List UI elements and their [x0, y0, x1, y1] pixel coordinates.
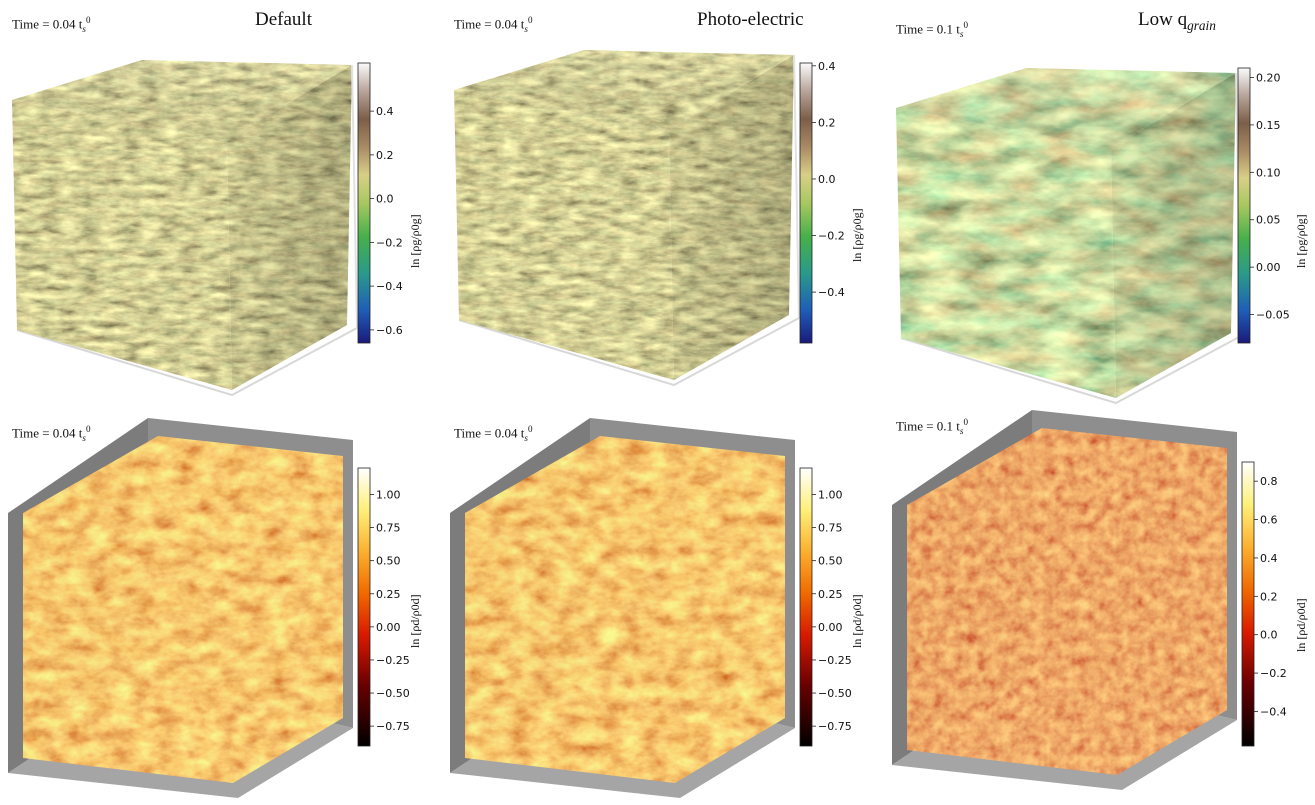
colorbar-tick-label: 1.00 [818, 488, 843, 501]
colorbar-tick-label: 0.2 [376, 149, 394, 162]
cube-top-shade [454, 50, 794, 130]
panel-3: −0.75 −0.50 −0.25 0.00 0.25 0.50 0.75 1.00 [8, 418, 410, 798]
colorbar-tick-label: 0.4 [376, 105, 394, 118]
colorbar-tick-label: −0.2 [376, 236, 403, 249]
colorbar-tick-label: 0.75 [376, 522, 401, 535]
colorbar-tick-label: 0.05 [1256, 214, 1281, 227]
colorbar-tick-label: 0.25 [818, 588, 843, 601]
colorbar-tick-label: 0.4 [818, 60, 836, 73]
colorbar-tick-label: −0.2 [818, 230, 845, 243]
colorbar-tick-label: 0.15 [1256, 119, 1281, 132]
dust-volume [907, 428, 1227, 775]
colorbar-tick-label: 0.0 [376, 193, 394, 206]
pane-edge [458, 317, 800, 387]
colorbar-5 [1241, 461, 1255, 747]
cube-right-shade [1111, 73, 1236, 398]
colorbar-1 [799, 62, 813, 344]
colorbar-tick-label: 0.0 [1260, 629, 1278, 642]
time-label-bottom-lowq: Time = 0.1 ts0 [896, 417, 969, 436]
colorbar-tick-label: −0.4 [376, 280, 403, 293]
colorbar-tick-label: 0.6 [1260, 514, 1278, 527]
colorbar-0 [357, 62, 371, 344]
title-photo-electric: Photo-electric [697, 9, 804, 30]
cube-top-shade [896, 68, 1236, 148]
colorbar-tick-label: 0.75 [818, 522, 843, 535]
colorbar-tick-label: −0.4 [1260, 705, 1287, 718]
colorbar-tick-label: −0.75 [818, 720, 852, 733]
pane-edge [16, 327, 358, 397]
colorbar-tick-label: −0.50 [376, 687, 410, 700]
colorbar-tick-label: 0.2 [818, 116, 836, 129]
colorbar-2 [1237, 67, 1251, 344]
colorbar-tick-label: −0.75 [376, 720, 410, 733]
colorbar-tick-label: −0.4 [818, 286, 845, 299]
colorbar-tick-label: 1.00 [376, 488, 401, 501]
colorbar-label-gas-lowq: ln [ρg/ρ0g] [1294, 214, 1308, 268]
colorbar-tick-label: −0.50 [818, 687, 852, 700]
cube-front-face [896, 108, 1116, 398]
colorbar-tick-label: −0.25 [376, 654, 410, 667]
cube-front-face [454, 90, 674, 380]
time-label-bottom-default: Time = 0.04 ts0 [12, 424, 91, 443]
colorbar-label-dust-photo: ln [ρd/ρ0d] [850, 594, 864, 648]
pane-edge [793, 54, 800, 319]
colorbar-tick-label: −0.2 [1260, 667, 1287, 680]
cube-top-shade [12, 60, 352, 140]
time-label-bottom-photo: Time = 0.04 ts0 [454, 424, 533, 443]
title-low-q-grain: Low qgrain [1138, 9, 1216, 33]
panel-4: −0.75 −0.50 −0.25 0.00 0.25 0.50 0.75 1.00 [450, 418, 852, 798]
colorbar-tick-label: 0.2 [1260, 590, 1278, 603]
colorbar-tick-label: 0.0 [818, 173, 836, 186]
panel-5: −0.4 −0.2 0.0 0.2 0.4 0.6 0.8 [892, 410, 1287, 790]
colorbar-tick-label: −0.6 [376, 324, 403, 337]
colorbar-tick-label: 0.20 [1256, 71, 1281, 84]
title-default: Default [255, 9, 312, 30]
cube-front-face [12, 100, 232, 390]
panel-0: −0.6 −0.4 −0.2 0.0 0.2 0.4 [12, 60, 403, 397]
panel-2: −0.05 0.00 0.05 0.10 0.15 0.20 [896, 67, 1290, 405]
cube-right-shade [227, 65, 352, 390]
colorbar-tick-label: 0.8 [1260, 475, 1278, 488]
colorbar-4 [799, 467, 813, 747]
cube-right-shade [669, 55, 794, 380]
colorbar-tick-label: 0.25 [376, 588, 401, 601]
colorbar-tick-label: −0.05 [1256, 309, 1290, 322]
pane-edge [900, 335, 1242, 405]
dust-volume [465, 436, 785, 783]
time-label-top-lowq: Time = 0.1 ts0 [896, 20, 969, 39]
colorbar-label-dust-lowq: ln [ρd/ρ0d] [1294, 598, 1308, 652]
pane-edge [351, 64, 358, 329]
colorbar-tick-label: 0.50 [376, 555, 401, 568]
colorbar-tick-label: 0.4 [1260, 552, 1278, 565]
colorbar-tick-label: 0.50 [818, 555, 843, 568]
colorbar-tick-label: 0.00 [376, 621, 401, 634]
colorbar-tick-label: 0.00 [818, 621, 843, 634]
colorbar-tick-label: 0.10 [1256, 166, 1281, 179]
panel-1: −0.4 −0.2 0.0 0.2 0.4 [454, 50, 845, 387]
dust-volume [23, 436, 343, 783]
time-label-top-default: Time = 0.04 ts0 [12, 15, 91, 34]
colorbar-tick-label: 0.00 [1256, 261, 1281, 274]
time-label-top-photo: Time = 0.04 ts0 [454, 15, 533, 34]
colorbar-label-gas-photo: ln [ρg/ρ0g] [850, 208, 864, 262]
colorbar-3 [357, 467, 371, 747]
colorbar-label-dust-default: ln [ρd/ρ0d] [408, 594, 422, 648]
colorbar-label-gas-default: ln [ρg/ρ0g] [408, 214, 422, 268]
colorbar-tick-label: −0.25 [818, 654, 852, 667]
